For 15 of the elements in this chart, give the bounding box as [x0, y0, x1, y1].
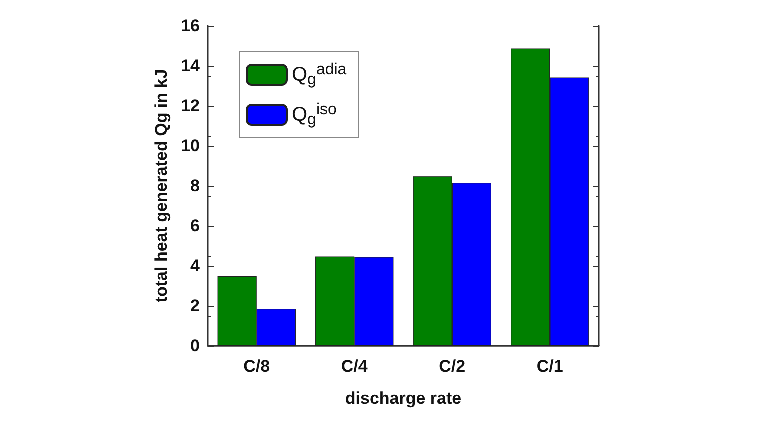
y-tick-label: 14: [181, 56, 201, 76]
y-tick-label: 10: [181, 136, 200, 156]
x-tick-label: C/2: [439, 357, 466, 376]
y-tick-label: 4: [190, 256, 201, 276]
y-tick-label: 2: [190, 296, 200, 316]
y-tick-label: 16: [181, 16, 200, 36]
y-tick-label: 12: [181, 96, 200, 116]
y-tick-label: 6: [190, 216, 200, 236]
y-tick-label: 0: [190, 336, 200, 356]
y-tick-label: 8: [190, 176, 200, 196]
x-tick-label: C/8: [244, 357, 270, 376]
y-axis-title: total heat generated Qg in kJ: [152, 69, 172, 303]
x-tick-label: C/4: [341, 357, 368, 376]
x-axis-title: discharge rate: [345, 389, 462, 408]
x-tick-label: C/1: [536, 357, 564, 376]
